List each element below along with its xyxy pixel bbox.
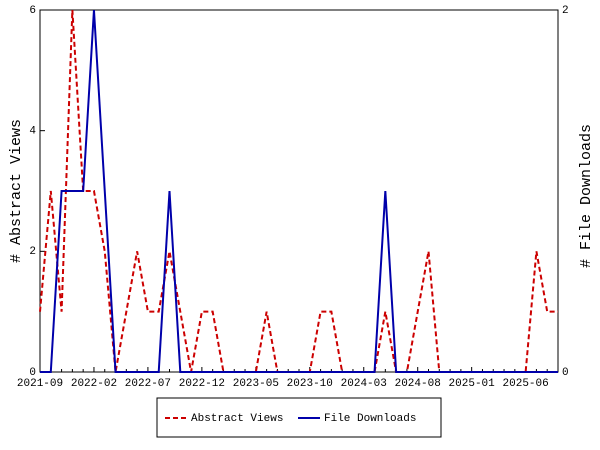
y-tick-label: 6: [29, 5, 36, 17]
x-tick-label: 2022-07: [125, 378, 171, 390]
plot-frame: [39, 9, 559, 373]
legend-label: Abstract Views: [191, 413, 283, 425]
legend-box: [156, 397, 442, 438]
x-tick-label: 2024-03: [341, 378, 387, 390]
y-tick-label: 0: [29, 367, 36, 379]
y2-axis-title: # File Downloads: [578, 124, 595, 268]
y-tick-label: 4: [29, 126, 36, 138]
x-tick-label: 2022-02: [71, 378, 117, 390]
y2-tick-label: 0: [562, 367, 569, 379]
y-tick-label: 2: [29, 246, 36, 258]
x-tick-label: 2023-05: [233, 378, 279, 390]
series-line: [40, 9, 558, 373]
y2-tick-label: 2: [562, 5, 569, 17]
series-line: [39, 9, 558, 373]
x-tick-label: 2025-06: [503, 378, 549, 390]
x-tick-label: 2025-01: [449, 378, 496, 390]
x-tick-label: 2023-10: [287, 378, 333, 390]
x-tick-label: 2024-08: [395, 378, 441, 390]
y-axis-title: # Abstract Views: [8, 119, 25, 263]
x-tick-label: 2021-09: [17, 378, 63, 390]
legend-label: File Downloads: [324, 413, 416, 425]
x-tick-label: 2022-12: [179, 378, 225, 390]
